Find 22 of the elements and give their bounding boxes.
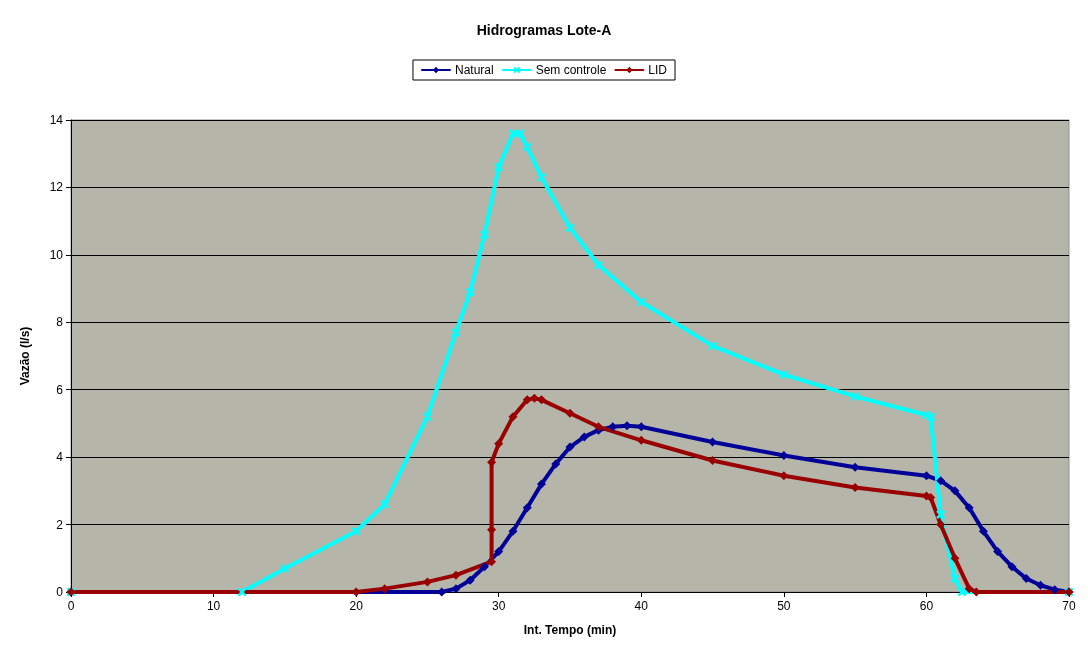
y-tick-label: 12 [49, 180, 64, 195]
legend-label: Natural [454, 63, 494, 77]
y-tick-label: 4 [56, 450, 64, 465]
chart-title: Hidrogramas Lote-A [476, 22, 612, 38]
x-tick-label: 20 [349, 599, 364, 613]
legend-label: Sem controle [535, 63, 607, 77]
y-tick-label: 8 [56, 315, 64, 330]
y-tick-label: 14 [49, 113, 64, 127]
x-tick-label: 30 [492, 599, 506, 613]
y-tick-label: 6 [56, 382, 64, 397]
y-axis-title: Vazão (l/s) [18, 326, 32, 386]
x-tick-label: 40 [634, 599, 649, 613]
legend-label: LID [648, 63, 668, 77]
y-tick-label: 10 [49, 247, 64, 262]
x-tick-label: 60 [919, 599, 934, 613]
y-tick-label: 2 [56, 517, 64, 532]
x-axis-title: Int. Tempo (min) [523, 623, 617, 637]
x-tick-label: 50 [777, 599, 791, 613]
x-tick-label: 10 [206, 599, 221, 613]
x-tick-label: 70 [1062, 599, 1076, 613]
y-tick-label: 0 [56, 585, 64, 599]
x-tick-label: 0 [67, 599, 75, 613]
